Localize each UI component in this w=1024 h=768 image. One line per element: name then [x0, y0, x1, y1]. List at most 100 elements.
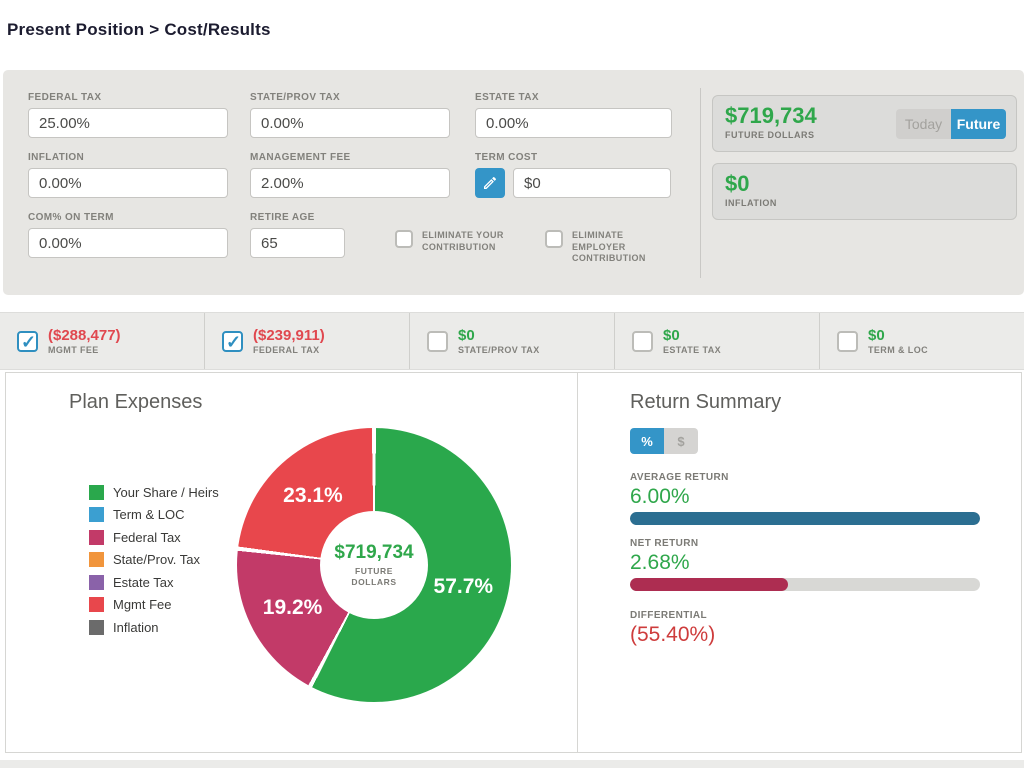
retire-age-input[interactable]	[250, 228, 345, 258]
inflation-card-value: $0	[725, 171, 750, 196]
dollar-toggle-button[interactable]: $	[664, 428, 698, 454]
future-dollars-card: $719,734 FUTURE DOLLARS Today Future	[712, 95, 1017, 152]
legend-item: Inflation	[89, 616, 219, 639]
average-return-bar	[630, 512, 980, 525]
legend-item: Federal Tax	[89, 526, 219, 549]
term-loc-cell-label: TERM & LOC	[868, 345, 928, 355]
field-management-fee: MANAGEMENT FEE	[250, 152, 450, 198]
eliminate-your-contribution-checkbox[interactable]	[395, 230, 413, 248]
net-return-bar-fill	[630, 578, 788, 591]
legend-item: State/Prov. Tax	[89, 549, 219, 572]
differential-value: (55.40%)	[630, 623, 716, 646]
com-on-term-input[interactable]	[28, 228, 228, 258]
settings-panel: FEDERAL TAX STATE/PROV TAX ESTATE TAX IN…	[3, 70, 1024, 295]
estate-tax-cell-label: ESTATE TAX	[663, 345, 721, 355]
mgmt-fee-checkbox[interactable]	[17, 330, 38, 353]
mgmt-fee-label: MGMT FEE	[48, 345, 99, 355]
legend-label-term-loc: Term & LOC	[113, 507, 185, 523]
estate-tax-label: ESTATE TAX	[475, 92, 539, 103]
term-loc-value: $0	[868, 327, 885, 344]
panel-divider	[700, 88, 701, 278]
inflation-input[interactable]	[28, 168, 228, 198]
donut-center-label: FUTURE DOLLARS	[351, 565, 397, 587]
estate-tax-value: $0	[663, 327, 680, 344]
estate-tax-input[interactable]	[475, 108, 672, 138]
expense-toggle-estate-tax: $0 ESTATE TAX	[614, 313, 819, 369]
return-summary-panel: Return Summary % $ AVERAGE RETURN 6.00% …	[577, 373, 1021, 752]
eliminate-your-contribution: ELIMINATE YOUR CONTRIBUTION	[395, 230, 504, 253]
field-state-prov-tax: STATE/PROV TAX	[250, 92, 450, 138]
future-button[interactable]: Future	[951, 109, 1006, 139]
legend-swatch-term-loc	[89, 507, 104, 523]
federal-tax-input[interactable]	[28, 108, 228, 138]
expense-toggle-bar: ($288,477) MGMT FEE ($239,911) FEDERAL T…	[0, 312, 1024, 370]
federal-tax-label: FEDERAL TAX	[28, 92, 102, 103]
term-cost-label: TERM COST	[475, 152, 538, 163]
inflation-card: $0 INFLATION	[712, 163, 1017, 220]
state-prov-tax-input[interactable]	[250, 108, 450, 138]
field-term-cost: TERM COST	[475, 152, 671, 198]
term-loc-checkbox[interactable]	[837, 330, 858, 352]
net-return-bar	[630, 578, 980, 591]
donut-center-value: $719,734	[334, 541, 414, 563]
eliminate-employer-contribution: ELIMINATE EMPLOYER CONTRIBUTION	[545, 230, 654, 265]
term-cost-edit-button[interactable]	[475, 168, 505, 198]
management-fee-label: MANAGEMENT FEE	[250, 152, 351, 163]
field-com-on-term: COM% ON TERM	[28, 212, 228, 258]
legend-swatch-estate-tax	[89, 574, 104, 590]
state-prov-tax-checkbox[interactable]	[427, 330, 448, 352]
pencil-icon	[482, 175, 498, 191]
legend-item: Estate Tax	[89, 571, 219, 594]
federal-tax-checkbox[interactable]	[222, 330, 243, 353]
eliminate-employer-contribution-label: ELIMINATE EMPLOYER CONTRIBUTION	[572, 230, 646, 264]
net-return-label: NET RETURN	[630, 538, 699, 549]
state-prov-tax-label: STATE/PROV TAX	[250, 92, 341, 103]
donut-center: $719,734 FUTURE DOLLARS	[320, 511, 428, 619]
future-dollars-label: FUTURE DOLLARS	[725, 130, 815, 140]
estate-tax-checkbox[interactable]	[632, 330, 653, 352]
field-retire-age: RETIRE AGE	[250, 212, 345, 258]
management-fee-input[interactable]	[250, 168, 450, 198]
legend-label-mgmt-fee: Mgmt Fee	[113, 597, 172, 613]
average-return-value: 6.00%	[630, 485, 690, 508]
average-return-bar-fill	[630, 512, 980, 525]
pie-slice-label: 57.7%	[433, 575, 494, 599]
differential-label: DIFFERENTIAL	[630, 610, 708, 621]
legend-item: Mgmt Fee	[89, 594, 219, 617]
plan-expenses-title: Plan Expenses	[69, 391, 203, 413]
state-prov-tax-value: $0	[458, 327, 475, 344]
federal-tax-value: ($239,911)	[253, 327, 325, 344]
inflation-card-label: INFLATION	[725, 198, 777, 208]
today-button[interactable]: Today	[896, 109, 951, 139]
percent-toggle-button[interactable]: %	[630, 428, 664, 454]
future-dollars-value: $719,734	[725, 103, 817, 128]
legend-label-inflation: Inflation	[113, 619, 159, 635]
legend-label-state-prov-tax: State/Prov. Tax	[113, 552, 200, 568]
pie-slice-label: 19.2%	[262, 595, 323, 619]
retire-age-label: RETIRE AGE	[250, 212, 315, 223]
plan-expenses-panel: Plan Expenses Your Share / Heirs Term & …	[6, 373, 577, 752]
eliminate-your-contribution-label: ELIMINATE YOUR CONTRIBUTION	[422, 230, 504, 252]
eliminate-employer-contribution-checkbox[interactable]	[545, 230, 563, 248]
legend-label-your-share: Your Share / Heirs	[113, 484, 219, 500]
legend-swatch-state-prov-tax	[89, 552, 104, 568]
expense-toggle-federal-tax: ($239,911) FEDERAL TAX	[204, 313, 409, 369]
pie-slice-label: 23.1%	[283, 484, 343, 508]
field-estate-tax: ESTATE TAX	[475, 92, 672, 138]
federal-tax-cell-label: FEDERAL TAX	[253, 345, 320, 355]
com-on-term-label: COM% ON TERM	[28, 212, 114, 223]
legend-swatch-inflation	[89, 619, 104, 635]
plan-expenses-legend: Your Share / Heirs Term & LOC Federal Ta…	[89, 481, 219, 639]
field-inflation: INFLATION	[28, 152, 228, 198]
legend-item: Term & LOC	[89, 504, 219, 527]
legend-label-estate-tax: Estate Tax	[113, 574, 174, 590]
expense-toggle-mgmt-fee: ($288,477) MGMT FEE	[0, 313, 204, 369]
net-return-value: 2.68%	[630, 551, 690, 574]
return-summary-title: Return Summary	[630, 391, 782, 413]
breadcrumb[interactable]: Present Position > Cost/Results	[7, 20, 271, 39]
footer-strip	[0, 760, 1024, 768]
average-return-label: AVERAGE RETURN	[630, 472, 729, 483]
term-cost-input[interactable]	[513, 168, 671, 198]
legend-swatch-federal-tax	[89, 529, 104, 545]
